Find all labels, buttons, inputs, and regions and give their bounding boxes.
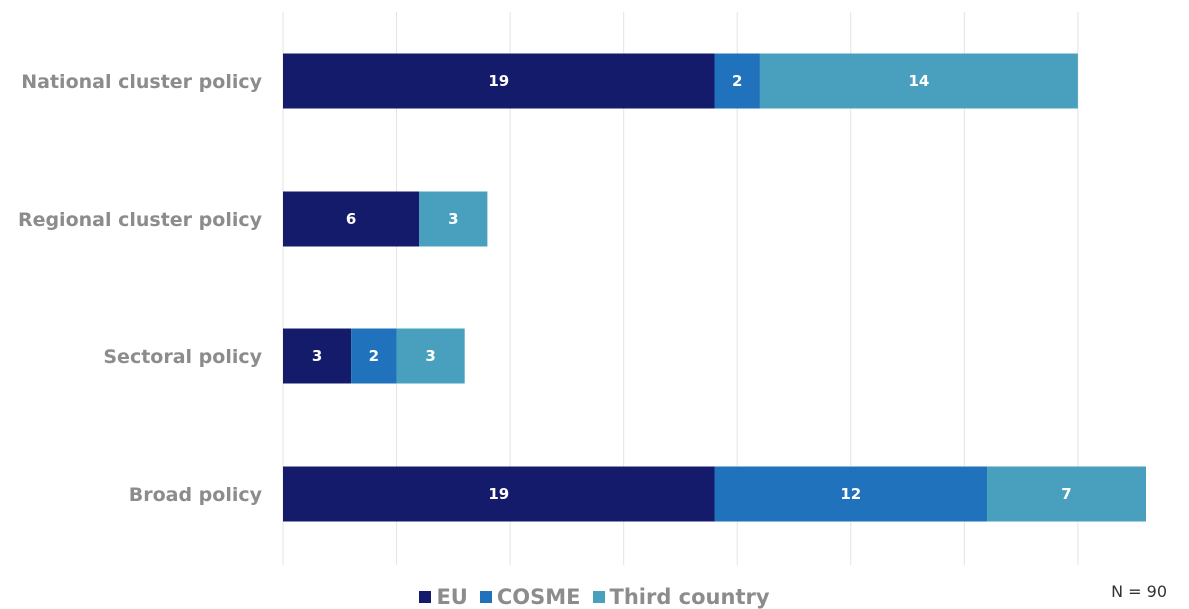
bar-segment — [759, 53, 1078, 109]
bar-segment — [714, 53, 760, 109]
legend-swatch — [419, 591, 432, 603]
sample-size-note: N = 90 — [1111, 582, 1167, 601]
data-label: 12 — [840, 485, 861, 503]
legend-swatch — [479, 591, 492, 603]
bar-segment — [283, 191, 420, 247]
category-labels: National cluster policy Regional cluster … — [18, 71, 263, 506]
data-label: 3 — [425, 347, 435, 365]
legend-label: COSME — [496, 585, 581, 609]
data-label: 3 — [312, 347, 322, 365]
bar-segment — [714, 466, 988, 522]
legend-label: Third country — [609, 585, 770, 609]
data-label: 19 — [488, 485, 509, 503]
bar-segment — [351, 328, 397, 384]
bar-segment — [283, 53, 715, 109]
bar-segment — [283, 466, 715, 522]
category-label: Sectoral policy — [103, 346, 262, 368]
legend-label: EU — [436, 585, 468, 609]
bars: 19 2 14 6 3 3 2 3 19 12 7 — [283, 53, 1146, 522]
bar-segment — [396, 328, 465, 384]
category-label: National cluster policy — [21, 71, 262, 93]
category-label: Regional cluster policy — [18, 209, 263, 231]
data-label: 2 — [369, 347, 379, 365]
legend-item: Third country — [592, 585, 770, 609]
legend-swatch — [592, 591, 605, 603]
legend-item: COSME — [479, 585, 581, 609]
stacked-bar-chart: 19 2 14 6 3 3 2 3 19 12 7 National cluster policy R… — [18, 12, 1146, 565]
data-label: 7 — [1061, 485, 1071, 503]
data-label: 19 — [488, 72, 509, 90]
bar-segment — [987, 466, 1146, 522]
data-label: 3 — [448, 210, 458, 228]
category-label: Broad policy — [129, 484, 263, 506]
bar-segment — [283, 328, 352, 384]
bar-segment — [419, 191, 488, 247]
data-label: 2 — [732, 72, 742, 90]
legend: EU COSME Third country — [0, 584, 1189, 609]
data-label: 6 — [346, 210, 356, 228]
legend-item: EU — [419, 585, 468, 609]
data-label: 14 — [908, 72, 929, 90]
